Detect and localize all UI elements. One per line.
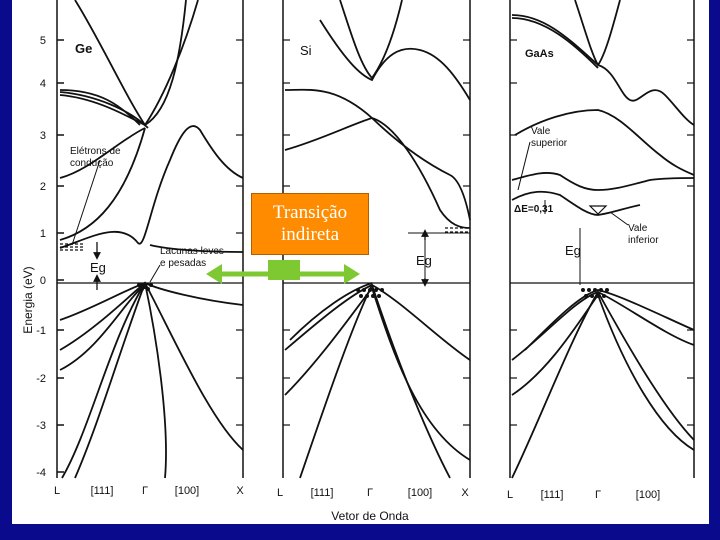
figure-sheet bbox=[12, 0, 709, 524]
y-tick-4: 4 bbox=[40, 78, 46, 90]
ge-eg-label: Eg bbox=[90, 260, 106, 275]
electron-pointer bbox=[71, 159, 101, 246]
lower-valley-pointer bbox=[609, 211, 629, 226]
upper-valley-line2: superior bbox=[531, 138, 568, 149]
x-axis-label: Vetor de Onda bbox=[331, 509, 409, 523]
si-eg-label: Eg bbox=[416, 253, 432, 268]
si-tick-111: [111] bbox=[311, 487, 334, 499]
ge-title: Ge bbox=[75, 41, 92, 56]
si-bands bbox=[284, 0, 471, 479]
ge-bands bbox=[59, 0, 244, 479]
gaas-bands bbox=[511, 0, 695, 479]
callout-line2: indireta bbox=[280, 224, 340, 245]
ge-tick-100: [100] bbox=[175, 485, 199, 497]
y-axis-label: Energia (eV) bbox=[21, 266, 35, 333]
y-tick-0: 0 bbox=[40, 275, 46, 287]
ge-tick-X: X bbox=[236, 485, 244, 497]
gaas-eg-label: Eg bbox=[565, 243, 581, 258]
ge-tick-gamma: Γ bbox=[142, 485, 148, 497]
gaas-tick-111: [111] bbox=[541, 489, 564, 501]
lower-valley-line2: inferior bbox=[628, 235, 659, 246]
indirect-transition-callout: Transição indireta bbox=[251, 193, 369, 255]
y-tick-minus2: -2 bbox=[36, 373, 46, 385]
si-tick-gamma: Γ bbox=[367, 487, 373, 499]
lower-valley-line1: Vale bbox=[628, 223, 648, 234]
y-tick-5: 5 bbox=[40, 35, 46, 47]
y-tick-minus1: -1 bbox=[36, 325, 46, 337]
si-title: Si bbox=[300, 43, 312, 58]
y-tick-1: 1 bbox=[40, 228, 46, 240]
y-tick-2: 2 bbox=[40, 181, 46, 193]
gaas-title: GaAs bbox=[525, 48, 554, 60]
y-tick-minus4: -4 bbox=[36, 467, 46, 479]
delta-e-label: ΔE=0,31 bbox=[514, 204, 554, 215]
gaas-tick-L: L bbox=[507, 489, 513, 501]
upper-valley-line1: Vale bbox=[531, 126, 551, 137]
electrons-label-line1: Elétrons de bbox=[70, 146, 121, 157]
gaas-tick-100: [100] bbox=[636, 489, 660, 501]
gaas-tick-gamma: Γ bbox=[595, 489, 601, 501]
callout-line1: Transição bbox=[272, 202, 348, 223]
upper-valley-pointer bbox=[517, 141, 531, 191]
holes-label-line1: Lacunas leves bbox=[160, 246, 224, 257]
transition-arrow bbox=[206, 260, 360, 284]
electrons-label-line2: condução bbox=[70, 158, 114, 169]
si-tick-X: X bbox=[461, 487, 469, 499]
hole-pointer bbox=[149, 264, 161, 283]
si-tick-100: [100] bbox=[408, 487, 432, 499]
holes-label-line2: e pesadas bbox=[160, 258, 206, 269]
y-tick-minus3: -3 bbox=[36, 420, 46, 432]
ge-tick-111: [111] bbox=[91, 485, 114, 497]
y-axis: 5 4 3 2 1 0 -1 -2 -3 -4 Energia (eV) bbox=[21, 0, 64, 479]
ge-tick-L: L bbox=[54, 485, 60, 497]
y-tick-3: 3 bbox=[40, 130, 46, 142]
si-tick-L: L bbox=[277, 487, 283, 499]
